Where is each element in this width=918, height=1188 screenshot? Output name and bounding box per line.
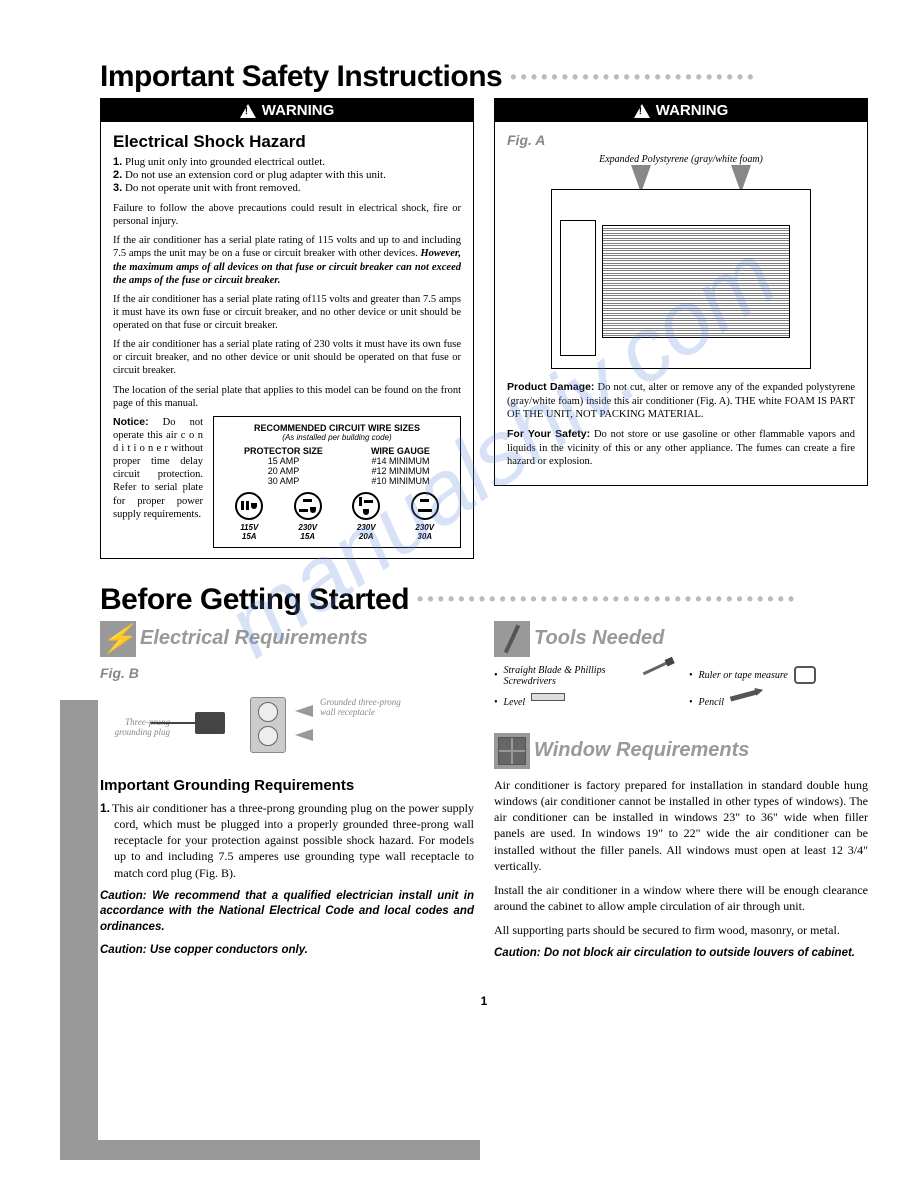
tool-pencil: • Pencil (689, 693, 868, 713)
tool-screwdriver: • Straight Blade & Phillips Screwdrivers (494, 665, 673, 687)
tool-level: • Level (494, 693, 673, 713)
warning-icon (240, 104, 256, 118)
window-p1: Air conditioner is factory prepared for … (494, 777, 868, 874)
fig-b-label: Fig. B (100, 665, 474, 681)
hazard-list: 1. Plug unit only into grounded electric… (113, 156, 461, 194)
para-115v-gt75: If the air conditioner has a serial plat… (113, 293, 461, 332)
warning-box-right: WARNING Fig. A Expanded Polystyrene (gra… (494, 98, 868, 486)
outlet-2: 230V 15A (294, 492, 322, 541)
wire-h2: WIRE GAUGE (371, 446, 430, 456)
wire-title: RECOMMENDED CIRCUIT WIRE SIZES (220, 423, 454, 433)
outlet-4: 230V 30A (411, 492, 439, 541)
outlet-3: 230V 20A (352, 492, 380, 541)
wire-h1: PROTECTOR SIZE (244, 446, 323, 456)
window-subtitle: Window Requirements (494, 733, 868, 769)
for-your-safety-para: For Your Safety: Do not store or use gas… (507, 428, 855, 469)
grounding-heading: Important Grounding Requirements (100, 777, 474, 794)
grounding-para: 1.This air conditioner has a three-prong… (100, 800, 474, 881)
electrical-req-subtitle: ⚡ Electrical Requirements (100, 621, 474, 657)
bolt-icon: ⚡ (100, 621, 136, 657)
warning-box-left: WARNING Electrical Shock Hazard 1. Plug … (100, 98, 474, 559)
warning-label-right: WARNING (656, 102, 729, 119)
caution-block-air: Caution: Do not block air circulation to… (494, 946, 868, 962)
caution-copper: Caution: Use copper conductors only. (100, 943, 474, 959)
warning-header-right: WARNING (495, 99, 867, 122)
title-safety: Important Safety Instructions ••••••••••… (100, 60, 868, 94)
hazard-item-3: Do not operate unit with front removed. (125, 182, 301, 194)
tool-ruler: • Ruler or tape measure (689, 665, 868, 687)
decoration-vertical-bar (60, 700, 98, 1150)
title-safety-text: Important Safety Instructions (100, 60, 502, 94)
warning-label-left: WARNING (262, 102, 335, 119)
plug-label: Three-prong grounding plug (100, 717, 170, 737)
warning-icon (634, 104, 650, 118)
wire-size-box: RECOMMENDED CIRCUIT WIRE SIZES (As insta… (213, 416, 461, 548)
decoration-horizontal-bar (60, 1140, 480, 1160)
title-before-start-text: Before Getting Started (100, 583, 409, 617)
dots-decoration: ••••••••••••••••••••••••••••••••••••• (417, 589, 868, 610)
shock-hazard-heading: Electrical Shock Hazard (113, 132, 461, 152)
tools-grid: • Straight Blade & Phillips Screwdrivers… (494, 665, 868, 713)
caution-electrician: Caution: We recommend that a qualified e… (100, 889, 474, 936)
warning-header-left: WARNING (101, 99, 473, 122)
arrow-icon (295, 729, 313, 741)
arrow-icon (295, 705, 313, 717)
window-p2: Install the air conditioner in a window … (494, 882, 868, 914)
tools-icon (494, 621, 530, 657)
wire-r2c2: #12 MINIMUM (371, 466, 430, 476)
para-serial-plate: The location of the serial plate that ap… (113, 384, 461, 410)
para-230v: If the air conditioner has a serial plat… (113, 338, 461, 377)
hazard-item-1: Plug unit only into grounded electrical … (125, 156, 325, 168)
fig-a-label: Fig. A (507, 132, 855, 148)
wire-r3c2: #10 MINIMUM (371, 476, 430, 486)
page-number: 1 (100, 994, 868, 1008)
wire-r1c2: #14 MINIMUM (371, 456, 430, 466)
wire-r1c1: 15 AMP (244, 456, 323, 466)
window-icon (494, 733, 530, 769)
fig-b-diagram: Three-prong grounding plug Grounded thre… (100, 687, 474, 767)
receptacle-label: Grounded three-prong wall receptacle (320, 697, 410, 717)
notice-text: Notice: Do not operate this air c o n d … (113, 416, 203, 548)
para-115v: If the air conditioner has a serial plat… (113, 234, 461, 287)
wire-r2c1: 20 AMP (244, 466, 323, 476)
hazard-item-2: Do not use an extension cord or plug ada… (125, 169, 386, 181)
wire-subtitle: (As installed per building code) (220, 433, 454, 442)
wire-r3c1: 30 AMP (244, 476, 323, 486)
outlet-plate-icon (250, 697, 286, 753)
title-before-start: Before Getting Started •••••••••••••••••… (100, 583, 868, 617)
para-failure: Failure to follow the above precautions … (113, 202, 461, 228)
plug-icon (195, 712, 225, 734)
outlet-1: 115V 15A (235, 492, 263, 541)
tools-subtitle: Tools Needed (494, 621, 868, 657)
dots-decoration: •••••••••••••••••••••••• (510, 67, 868, 88)
fig-a-caption: Expanded Polystyrene (gray/white foam) (507, 154, 855, 165)
product-damage-para: Product Damage: Do not cut, alter or rem… (507, 381, 855, 422)
fig-a-diagram (551, 169, 811, 369)
window-p3: All supporting parts should be secured t… (494, 922, 868, 938)
